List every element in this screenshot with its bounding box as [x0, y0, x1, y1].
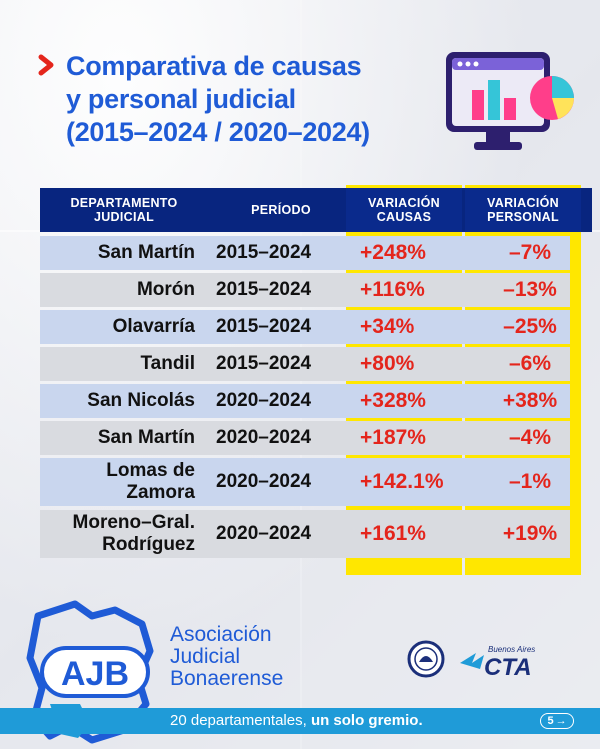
table-row: Lomas de Zamora 2020–2024 +142.1% –1%	[40, 458, 570, 506]
cell-variacion-causas: +116%	[360, 278, 425, 301]
header-line: DEPARTAMENTO	[70, 196, 178, 210]
cell-departamento: Olavarría	[40, 310, 195, 344]
title-line: (2015–2024 / 2020–2024)	[66, 117, 370, 147]
seal-logo	[407, 640, 445, 678]
cell-variacion-personal: –25%	[503, 315, 557, 338]
departamento-line: Lomas de	[106, 460, 195, 481]
page-number: 5	[547, 715, 554, 727]
departamento-line: Zamora	[126, 482, 195, 503]
cell-variacion-causas: +34%	[360, 315, 415, 338]
departamento-line: Tandil	[140, 353, 195, 374]
title-line: y personal judicial	[66, 84, 296, 114]
cell-variacion-personal: –4%	[508, 426, 552, 449]
cell-variacion-personal: +38%	[502, 389, 558, 412]
header-variacion-causas: VARIACIÓN CAUSAS	[346, 188, 462, 232]
header-line: JUDICIAL	[93, 210, 155, 224]
footer-bar	[0, 708, 600, 734]
cell-periodo: 2020–2024	[216, 523, 312, 544]
footer-tagline: 20 departamentales, un solo gremio.	[170, 712, 423, 730]
header-variacion-personal: VARIACIÓN PERSONAL	[465, 188, 581, 232]
departamento-line: San Nicolás	[87, 390, 195, 411]
cell-periodo: 2015–2024	[216, 242, 312, 263]
table-header: DEPARTAMENTO JUDICIAL PERÍODO VARIACIÓN CA…	[40, 188, 592, 232]
header-line: VARIACIÓN	[487, 196, 559, 210]
cell-variacion-personal: –1%	[508, 470, 552, 493]
departamento-line: San Martín	[97, 427, 195, 448]
table-row: San Nicolás 2020–2024 +328% +38%	[40, 384, 570, 418]
table-row: San Martín 2015–2024 +248% –7%	[40, 236, 570, 270]
cell-departamento: Morón	[40, 273, 195, 307]
tagline-bold: un solo gremio.	[310, 712, 423, 729]
svg-text:AJB: AJB	[61, 655, 129, 693]
table-row: Morón 2015–2024 +116% –13%	[40, 273, 570, 307]
page-title: Comparativa de causas y personal judicia…	[66, 50, 446, 149]
header-line: CAUSAS	[376, 210, 432, 224]
departamento-line: Rodríguez	[102, 534, 195, 555]
cell-variacion-personal: +19%	[502, 522, 558, 545]
cell-variacion-causas: +80%	[360, 352, 415, 375]
cell-variacion-personal: –13%	[503, 278, 557, 301]
table-row: Olavarría 2015–2024 +34% –25%	[40, 310, 570, 344]
cell-variacion-personal: –6%	[508, 352, 552, 375]
organization-name: Asociación Judicial Bonaerense	[170, 624, 283, 690]
cell-periodo: 2020–2024	[216, 427, 312, 448]
svg-text:CTA: CTA	[484, 654, 532, 681]
cell-variacion-causas: +142.1%	[360, 470, 444, 493]
title-line: Comparativa de causas	[66, 51, 362, 81]
header-periodo: PERÍODO	[251, 203, 311, 217]
departamento-line: Moreno–Gral.	[72, 512, 195, 533]
cell-departamento: San Martín	[40, 421, 195, 455]
cell-departamento: Moreno–Gral. Rodríguez	[40, 510, 195, 558]
header-departamento: DEPARTAMENTO JUDICIAL	[40, 188, 208, 232]
arrow-right-icon: →	[555, 715, 567, 727]
svg-text:Buenos Aires: Buenos Aires	[488, 645, 535, 654]
departamento-line: Morón	[136, 279, 195, 300]
cell-variacion-causas: +328%	[360, 389, 426, 412]
cell-departamento: San Nicolás	[40, 384, 195, 418]
cell-variacion-personal: –7%	[508, 241, 552, 264]
tagline-regular: 20 departamentales,	[170, 712, 307, 729]
header-line: PERSONAL	[487, 210, 559, 224]
cta-logo: Buenos Aires CTA	[460, 645, 535, 681]
departamento-line: Olavarría	[112, 316, 195, 337]
monitor-chart-icon	[446, 52, 574, 150]
cell-periodo: 2020–2024	[216, 390, 312, 411]
header-line: VARIACIÓN	[368, 196, 440, 210]
cell-variacion-causas: +187%	[360, 426, 426, 449]
cell-periodo: 2020–2024	[216, 471, 312, 492]
cell-variacion-causas: +248%	[360, 241, 426, 264]
table-row: Moreno–Gral. Rodríguez 2020–2024 +161% +19%	[40, 510, 570, 558]
chevron-right-icon	[38, 54, 54, 76]
cell-periodo: 2015–2024	[216, 353, 312, 374]
cell-departamento: Tandil	[40, 347, 195, 381]
org-name-line: Asociación	[170, 623, 272, 646]
cell-periodo: 2015–2024	[216, 279, 312, 300]
cell-variacion-causas: +161%	[360, 522, 426, 545]
cell-departamento: San Martín	[40, 236, 195, 270]
cell-periodo: 2015–2024	[216, 316, 312, 337]
cell-departamento: Lomas de Zamora	[40, 458, 195, 506]
org-name-line: Bonaerense	[170, 667, 284, 690]
table-row: Tandil 2015–2024 +80% –6%	[40, 347, 570, 381]
org-name-line: Judicial	[170, 645, 241, 668]
departamento-line: San Martín	[97, 242, 195, 263]
table-row: San Martín 2020–2024 +187% –4%	[40, 421, 570, 455]
page-indicator: 5 →	[540, 713, 574, 729]
